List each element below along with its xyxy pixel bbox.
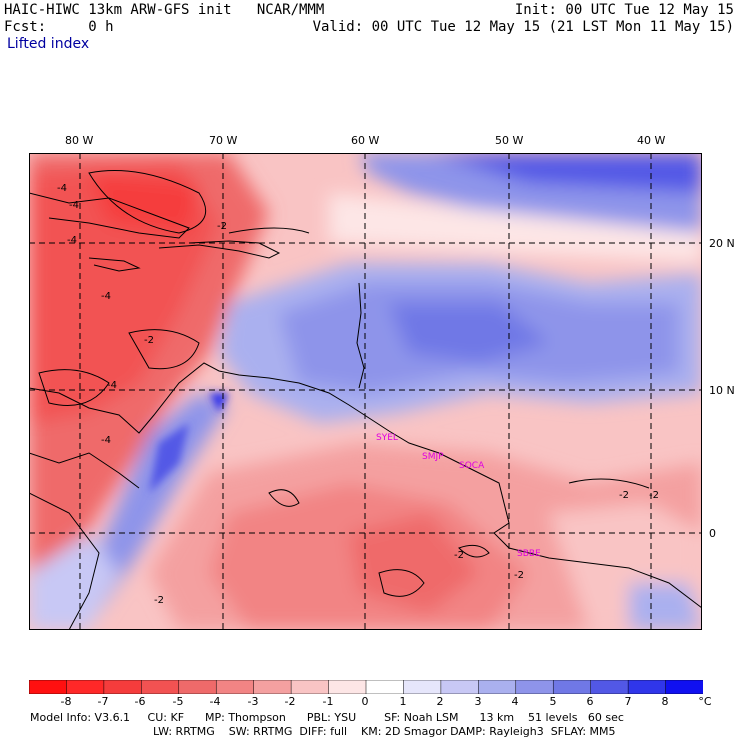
field-name: Lifted index [7, 36, 90, 52]
contour-labels: -4 -4 -4 -4 -4 -4 -2 -2 -2 -2 -2 -2 -2 [57, 183, 659, 606]
svg-text:-4: -4 [101, 291, 111, 302]
colorbar-tick: 3 [474, 695, 482, 708]
colorbar-swatch [365, 680, 405, 694]
colorbar-tick: -3 [247, 695, 259, 708]
colorbar-swatch [253, 680, 292, 694]
svg-text:-2: -2 [649, 490, 659, 501]
svg-text:-2: -2 [154, 595, 164, 606]
colorbar-swatch [590, 680, 629, 694]
station-soca: SOCA [459, 461, 485, 471]
colorbar-tick: -1 [322, 695, 334, 708]
station-syel: SYEL [376, 433, 398, 443]
colorbar-tick: 0 [361, 695, 369, 708]
svg-text:-2: -2 [514, 570, 524, 581]
lifted-index-map: -4 -4 -4 -4 -4 -4 -2 -2 -2 -2 -2 -2 -2 S… [29, 153, 702, 630]
lat-label-10n: 10 N [709, 384, 735, 397]
station-sbbe: SBBE [517, 549, 541, 559]
map-frame [29, 153, 702, 630]
colorbar-swatch [328, 680, 367, 694]
colorbar-tick: -4 [209, 695, 221, 708]
init-time: Init: 00 UTC Tue 12 May 15 [514, 2, 734, 18]
colorbar-tick: -5 [172, 695, 184, 708]
colorbar-tick: 5 [549, 695, 557, 708]
colorbar-swatch [141, 680, 180, 694]
colorbar-swatch [290, 680, 330, 694]
colorbar-tick: 4 [511, 695, 519, 708]
svg-text:-2: -2 [619, 490, 629, 501]
svg-text:-2: -2 [454, 550, 464, 561]
colorbar-swatch [552, 680, 592, 694]
lat-lon-grid [29, 153, 702, 630]
lon-label-70w: 70 W [209, 134, 238, 147]
colorbar-swatch [665, 680, 703, 694]
colorbar-unit: °C [698, 695, 712, 708]
colorbar-swatch [178, 680, 217, 694]
svg-text:-4: -4 [67, 235, 77, 246]
colorbar-tick: 8 [661, 695, 669, 708]
model-info-line2: LW: RRTMG SW: RRTMG DIFF: full KM: 2D Sm… [153, 725, 616, 738]
colorbar-tick: -8 [60, 695, 72, 708]
svg-text:-4: -4 [107, 380, 117, 391]
colorbar-swatch [478, 680, 517, 694]
colorbar-tick: -7 [97, 695, 109, 708]
lon-label-50w: 50 W [495, 134, 524, 147]
colorbar-swatch [29, 680, 68, 694]
colorbar-swatch [103, 680, 143, 694]
station-labels: SYEL SMJP SOCA SBBE [376, 433, 541, 559]
colorbar-tick: 2 [436, 695, 444, 708]
colorbar [29, 680, 703, 694]
lat-label-0: 0 [709, 527, 716, 540]
svg-text:-2: -2 [217, 221, 227, 232]
valid-time: Valid: 00 UTC Tue 12 May 15 (21 LST Mon … [312, 19, 734, 35]
lon-label-60w: 60 W [351, 134, 380, 147]
colorbar-tick: 1 [399, 695, 407, 708]
forecast-hour: Fcst: 0 h [4, 19, 114, 35]
colorbar-tick: 6 [586, 695, 594, 708]
colorbar-tick: 7 [624, 695, 632, 708]
svg-text:-4: -4 [101, 435, 111, 446]
colorbar-swatch [215, 680, 255, 694]
colorbar-tick: -2 [284, 695, 296, 708]
title-line-left: HAIC-HIWC 13km ARW-GFS init NCAR/MMM [4, 2, 325, 18]
station-smjp: SMJP [422, 452, 444, 462]
colorbar-swatch [440, 680, 480, 694]
contours [38, 170, 650, 597]
lat-label-20n: 20 N [709, 237, 735, 250]
svg-text:-4: -4 [69, 200, 79, 211]
lon-label-40w: 40 W [637, 134, 666, 147]
coastlines [29, 192, 702, 630]
lon-label-80w: 80 W [65, 134, 94, 147]
colorbar-swatch [627, 680, 667, 694]
colorbar-swatch [403, 680, 442, 694]
svg-text:-4: -4 [57, 183, 67, 194]
svg-text:-2: -2 [144, 335, 154, 346]
colorbar-swatch [66, 680, 105, 694]
shaded-field [29, 153, 702, 630]
colorbar-swatch [515, 680, 554, 694]
model-info-line1: Model Info: V3.6.1 CU: KF MP: Thompson P… [30, 711, 624, 724]
colorbar-tick: -6 [134, 695, 146, 708]
